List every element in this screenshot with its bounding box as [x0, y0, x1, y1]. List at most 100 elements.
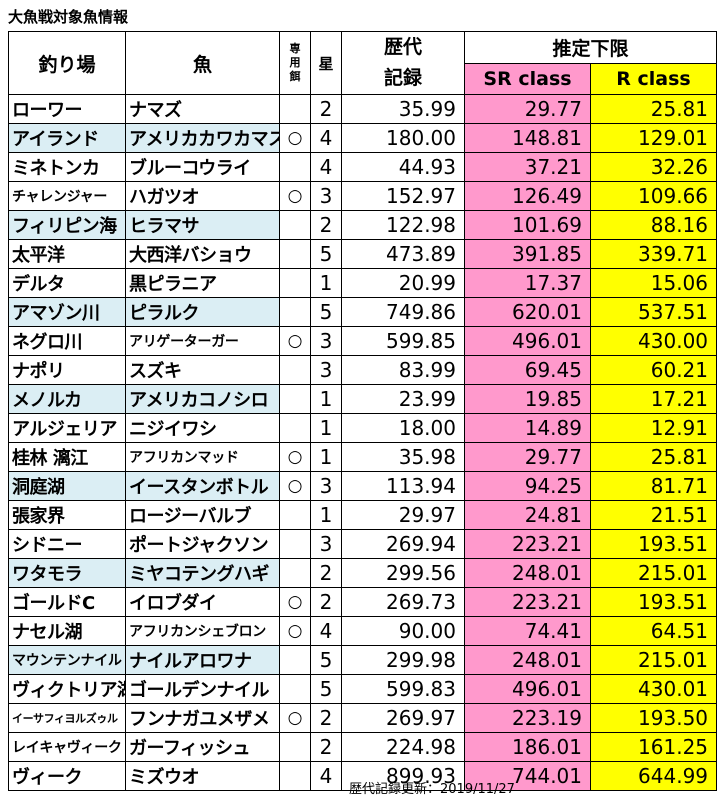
table-row: ワタモラ ミヤコテングハギ 2 299.56 248.01 215.01 — [9, 559, 717, 588]
location-cell: ローワー — [9, 95, 126, 124]
fish-cell: アメリカコノシロ — [126, 385, 280, 414]
bait-cell — [280, 646, 311, 675]
location-cell: チャレンジャー — [9, 182, 126, 211]
header-r-class: R class — [591, 64, 717, 95]
sr-limit-cell: 101.69 — [465, 211, 591, 240]
star-cell: 4 — [311, 153, 342, 182]
location-cell: デルタ — [9, 269, 126, 298]
star-cell: 4 — [311, 762, 342, 791]
table-row: チャレンジャー ハガツオ ○ 3 152.97 126.49 109.66 — [9, 182, 717, 211]
fish-cell: ガーフィッシュ — [126, 733, 280, 762]
star-cell: 2 — [311, 588, 342, 617]
table-row: アイランド アメリカカワカマス ○ 4 180.00 148.81 129.01 — [9, 124, 717, 153]
sr-limit-cell: 24.81 — [465, 501, 591, 530]
r-limit-cell: 537.51 — [591, 298, 717, 327]
header-fish: 魚 — [126, 32, 280, 95]
fish-cell: ニジイワシ — [126, 414, 280, 443]
record-cell: 44.93 — [342, 153, 465, 182]
table-row: マウンテンナイル ナイルアロワナ 5 299.98 248.01 215.01 — [9, 646, 717, 675]
header-limit: 推定下限 — [465, 32, 717, 64]
bait-cell — [280, 211, 311, 240]
sr-limit-cell: 496.01 — [465, 675, 591, 704]
fish-cell: ロージーバルブ — [126, 501, 280, 530]
sr-limit-cell: 29.77 — [465, 95, 591, 124]
record-cell: 224.98 — [342, 733, 465, 762]
fish-cell: フンナガユメザメ — [126, 704, 280, 733]
table-row: ミネトンカ ブルーコウライ 4 44.93 37.21 32.26 — [9, 153, 717, 182]
location-cell: 洞庭湖 — [9, 472, 126, 501]
fish-cell: ピラルク — [126, 298, 280, 327]
r-limit-cell: 193.51 — [591, 588, 717, 617]
r-limit-cell: 32.26 — [591, 153, 717, 182]
r-limit-cell: 430.00 — [591, 327, 717, 356]
star-cell: 1 — [311, 269, 342, 298]
location-cell: 張家界 — [9, 501, 126, 530]
bait-cell — [280, 298, 311, 327]
r-limit-cell: 161.25 — [591, 733, 717, 762]
location-cell: シドニー — [9, 530, 126, 559]
bait-cell: ○ — [280, 617, 311, 646]
star-cell: 2 — [311, 559, 342, 588]
record-cell: 35.99 — [342, 95, 465, 124]
record-cell: 18.00 — [342, 414, 465, 443]
table-row: ナセル湖 アフリカンシェブロン ○ 4 90.00 74.41 64.51 — [9, 617, 717, 646]
table-row: 洞庭湖 イースタンボトル ○ 3 113.94 94.25 81.71 — [9, 472, 717, 501]
location-cell: アイランド — [9, 124, 126, 153]
fish-cell: 黒ピラニア — [126, 269, 280, 298]
location-cell: ワタモラ — [9, 559, 126, 588]
fish-cell: ミズウオ — [126, 762, 280, 791]
sr-limit-cell: 14.89 — [465, 414, 591, 443]
fish-table: 釣り場 魚 専用餌 星 歴代 記録 推定下限 SR class R class ロ… — [8, 31, 717, 791]
location-cell: マウンテンナイル — [9, 646, 126, 675]
sr-limit-cell: 17.37 — [465, 269, 591, 298]
r-limit-cell: 21.51 — [591, 501, 717, 530]
star-cell: 1 — [311, 443, 342, 472]
star-cell: 3 — [311, 182, 342, 211]
star-cell: 1 — [311, 414, 342, 443]
record-cell: 113.94 — [342, 472, 465, 501]
sr-limit-cell: 148.81 — [465, 124, 591, 153]
record-cell: 269.73 — [342, 588, 465, 617]
location-cell: ミネトンカ — [9, 153, 126, 182]
record-cell: 90.00 — [342, 617, 465, 646]
location-cell: ネグロ川 — [9, 327, 126, 356]
sr-limit-cell: 391.85 — [465, 240, 591, 269]
sr-limit-cell: 248.01 — [465, 646, 591, 675]
sr-limit-cell: 223.19 — [465, 704, 591, 733]
r-limit-cell: 88.16 — [591, 211, 717, 240]
location-cell: メノルカ — [9, 385, 126, 414]
location-cell: ナポリ — [9, 356, 126, 385]
fish-cell: ハガツオ — [126, 182, 280, 211]
bait-cell — [280, 501, 311, 530]
table-row: メノルカ アメリカコノシロ 1 23.99 19.85 17.21 — [9, 385, 717, 414]
record-cell: 269.94 — [342, 530, 465, 559]
record-cell: 152.97 — [342, 182, 465, 211]
table-row: 太平洋 大西洋バショウ 5 473.89 391.85 339.71 — [9, 240, 717, 269]
table-row: ネグロ川 アリゲーターガー ○ 3 599.85 496.01 430.00 — [9, 327, 717, 356]
fish-cell: イロブダイ — [126, 588, 280, 617]
sr-limit-cell: 74.41 — [465, 617, 591, 646]
bait-cell: ○ — [280, 124, 311, 153]
bait-cell — [280, 356, 311, 385]
r-limit-cell: 129.01 — [591, 124, 717, 153]
star-cell: 3 — [311, 530, 342, 559]
sr-limit-cell: 69.45 — [465, 356, 591, 385]
bait-cell — [280, 385, 311, 414]
sr-limit-cell: 186.01 — [465, 733, 591, 762]
record-update-note: 歴代記録更新：2019/11/27 — [349, 781, 515, 799]
bait-cell: ○ — [280, 443, 311, 472]
star-cell: 2 — [311, 211, 342, 240]
record-cell: 269.97 — [342, 704, 465, 733]
location-cell: レイキャヴィーク — [9, 733, 126, 762]
r-limit-cell: 215.01 — [591, 646, 717, 675]
location-cell: ナセル湖 — [9, 617, 126, 646]
table-row: アマゾン川 ピラルク 5 749.86 620.01 537.51 — [9, 298, 717, 327]
sr-limit-cell: 19.85 — [465, 385, 591, 414]
bait-cell — [280, 240, 311, 269]
star-cell: 4 — [311, 617, 342, 646]
table-row: 桂林 漓江 アフリカンマッド ○ 1 35.98 29.77 25.81 — [9, 443, 717, 472]
star-cell: 2 — [311, 733, 342, 762]
sr-limit-cell: 29.77 — [465, 443, 591, 472]
location-cell: ヴィーク — [9, 762, 126, 791]
table-row: シドニー ポートジャクソン 3 269.94 223.21 193.51 — [9, 530, 717, 559]
